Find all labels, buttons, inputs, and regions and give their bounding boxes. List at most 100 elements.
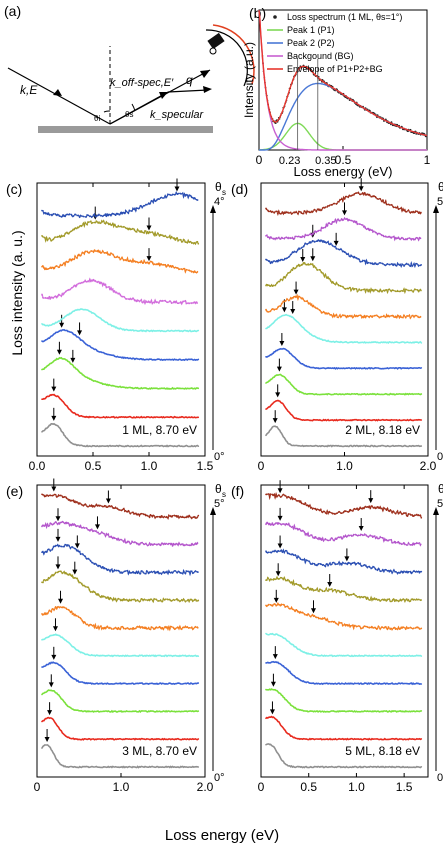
chart-panel-c: (c) 0.0 0.5 1.0 1.5 1 ML, 8.70 eV θ s4° 0° bbox=[6, 178, 226, 473]
peak-arrowhead bbox=[358, 526, 364, 532]
spectrum-series bbox=[265, 715, 423, 741]
legend-entry: Envelope of P1+P2+BG bbox=[287, 64, 383, 74]
x-tick-label: 0 bbox=[258, 459, 265, 473]
spectrum-series bbox=[265, 261, 423, 295]
spectrum-series bbox=[265, 491, 423, 519]
panel-annotation: 2 ML, 8.18 eV bbox=[345, 423, 420, 437]
incident-beam bbox=[7, 67, 111, 125]
q-vector bbox=[167, 89, 209, 93]
top-angle-label: 5° bbox=[437, 196, 443, 208]
theta-s-arc bbox=[131, 103, 136, 112]
peak-arrowhead bbox=[94, 524, 100, 530]
x-tick-label: 1.0 bbox=[141, 459, 158, 473]
incident-label: k,E bbox=[20, 83, 38, 97]
peak-arrowhead bbox=[273, 597, 279, 603]
legend-entry: Backgound (BG) bbox=[287, 51, 354, 61]
panel-a-label: (a) bbox=[4, 3, 21, 19]
peak-arrowhead bbox=[105, 498, 111, 504]
spectrum-series bbox=[265, 347, 423, 370]
peak-arrowhead bbox=[51, 386, 57, 392]
x-tick-label: 0.0 bbox=[29, 459, 46, 473]
angle-arrowhead bbox=[433, 205, 439, 213]
legend-entry: Peak 1 (P1) bbox=[287, 25, 335, 35]
surface-slab bbox=[38, 126, 213, 133]
peak-arrowhead bbox=[44, 736, 50, 742]
peak-arrowhead bbox=[146, 225, 152, 231]
plot-frame bbox=[36, 182, 206, 457]
panel-label: (f) bbox=[231, 483, 244, 499]
spectrum-series bbox=[41, 716, 200, 741]
peak-arrowhead bbox=[174, 186, 180, 192]
theta-subscript: s bbox=[222, 188, 226, 197]
axis-y-label: Intensity (a.u.) bbox=[242, 42, 256, 118]
spectrum-series bbox=[265, 238, 423, 269]
angle-arrowhead bbox=[210, 507, 216, 515]
panel-label: (e) bbox=[6, 483, 23, 499]
peak-arrowhead bbox=[277, 515, 283, 521]
detector-icon bbox=[205, 24, 255, 87]
peak-arrowhead bbox=[275, 392, 281, 398]
peak-arrowhead bbox=[290, 309, 296, 315]
peak-arrowhead bbox=[310, 256, 316, 262]
peak-arrowhead bbox=[52, 626, 58, 632]
spectrum-series bbox=[265, 520, 423, 548]
spectrum-series bbox=[41, 604, 200, 632]
peak-arrowhead bbox=[146, 256, 152, 262]
peak-arrowhead bbox=[77, 330, 83, 336]
angle-arrowhead bbox=[210, 205, 216, 213]
spectrum-series bbox=[265, 373, 423, 396]
x-tick-label: 1.0 bbox=[113, 780, 130, 794]
theta-s-label: θs bbox=[125, 110, 133, 119]
spectrum-series bbox=[41, 744, 200, 769]
top-angle-label: 5° bbox=[437, 498, 443, 510]
panel-label: (d) bbox=[231, 181, 248, 197]
spectrum-series bbox=[41, 422, 200, 448]
spectrum-series bbox=[265, 216, 423, 242]
peak-arrowhead bbox=[277, 543, 283, 549]
loss-data-point bbox=[274, 122, 277, 124]
x-tick-label: 1.5 bbox=[197, 459, 214, 473]
spectrum-series bbox=[41, 520, 200, 549]
theta-symbol: θ bbox=[438, 180, 443, 194]
spectrum-series bbox=[41, 543, 200, 577]
x-tick-label: 1 bbox=[424, 153, 431, 167]
spectrum-series bbox=[41, 356, 200, 390]
spectrum-series bbox=[265, 660, 423, 686]
spectrum-series bbox=[41, 661, 200, 685]
x-tick-label: 0 bbox=[258, 780, 265, 794]
theta-subscript: s bbox=[222, 490, 226, 499]
peak-arrowhead bbox=[279, 341, 285, 347]
spectrum-series bbox=[265, 602, 423, 632]
x-tick-label: 0.5 bbox=[85, 459, 102, 473]
peak-arrowhead bbox=[277, 488, 283, 494]
peak-arrowhead bbox=[58, 598, 64, 604]
x-tick-label: 0.5 bbox=[300, 780, 317, 794]
x-tick-label: 1.0 bbox=[336, 459, 353, 473]
peak-arrowhead bbox=[272, 418, 278, 424]
spectrum-series bbox=[265, 632, 423, 658]
peak-arrowhead bbox=[269, 709, 275, 715]
spectrum-series bbox=[41, 493, 200, 520]
spectrum-series bbox=[41, 689, 200, 714]
spectrum-series bbox=[41, 308, 200, 333]
plot-frame bbox=[260, 182, 429, 457]
panel-a-diagram: (a) k,E k_off-spec,E′ q k_specular θi θs bbox=[4, 3, 255, 133]
peak-arrowhead bbox=[56, 349, 62, 355]
specular-label: k_specular bbox=[150, 109, 205, 121]
peak-arrowhead bbox=[310, 608, 316, 614]
panel-label: (c) bbox=[6, 181, 22, 197]
spectrum-series bbox=[41, 219, 200, 246]
peak-arrowhead bbox=[47, 710, 53, 716]
x-tick-label: 0 bbox=[256, 153, 263, 167]
spectrum-series bbox=[265, 743, 423, 769]
x-tick-label: 1.0 bbox=[348, 780, 365, 794]
peak-arrowhead bbox=[55, 536, 61, 542]
x-tick-label: 0 bbox=[34, 780, 41, 794]
panel-annotation: 3 ML, 8.70 eV bbox=[122, 744, 197, 758]
zero-angle-label: 0° bbox=[437, 451, 443, 463]
peak-arrowhead bbox=[55, 564, 61, 570]
spectrum-series bbox=[41, 247, 200, 274]
theta-symbol: θ bbox=[215, 180, 222, 194]
theta-i-label: θi bbox=[94, 114, 100, 123]
